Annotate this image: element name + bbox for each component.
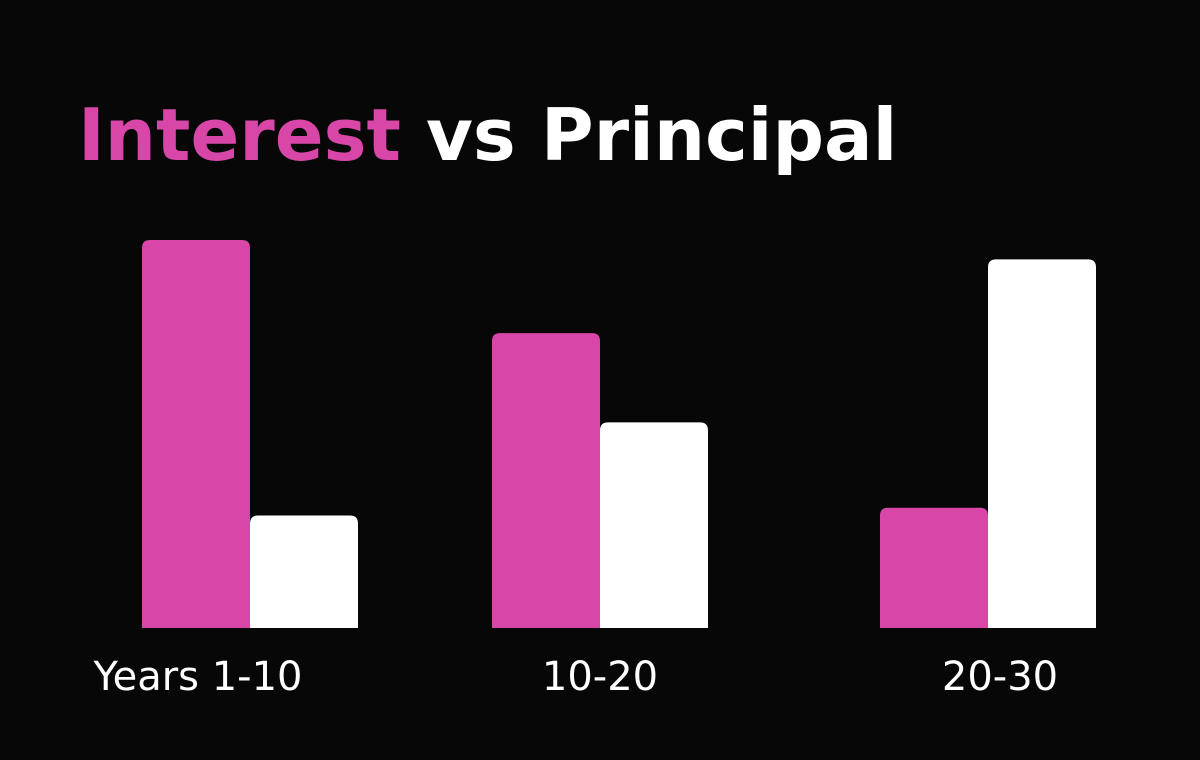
title-part: Principal [541,93,897,177]
bar [492,333,600,628]
bar [250,515,358,628]
bar [988,259,1096,628]
title-part: Interest [78,93,401,177]
title-part: vs [426,93,516,177]
bar [880,507,988,628]
x-tick-label: 20-30 [942,654,1058,700]
x-tick-label: Years 1-10 [92,654,302,700]
x-tick-label: 10-20 [542,654,658,700]
chart-title: Interest vs Principal [78,93,897,177]
bar [600,422,708,628]
bar [142,240,250,628]
